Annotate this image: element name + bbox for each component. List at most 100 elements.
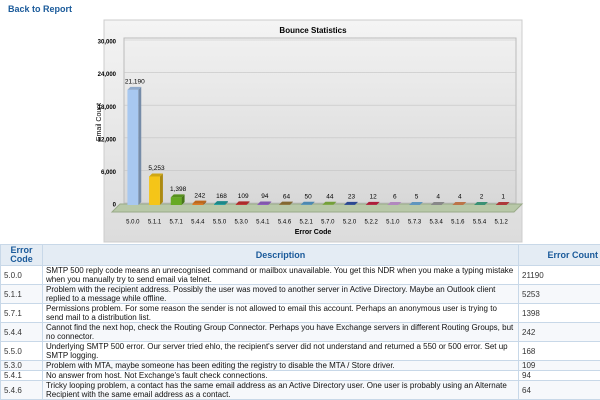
bar-side [224, 201, 228, 205]
column-header: Error Code [0, 244, 43, 266]
table-row: 5.0.0 SMTP 500 reply code means an unreco… [0, 265, 600, 285]
bar-top [257, 201, 272, 205]
bar-top [474, 201, 488, 205]
bar-side [333, 201, 337, 205]
value-label: 12 [370, 194, 378, 201]
error-count: 1398 [518, 303, 600, 323]
error-count: 5253 [518, 284, 600, 304]
bar-top [214, 201, 228, 205]
x-tick-label: 5.4.4 [191, 220, 205, 226]
column-header: Description [42, 244, 519, 266]
x-tick-label: 5.7.1 [169, 220, 183, 226]
error-code: 5.0.0 [0, 265, 43, 285]
value-label: 6 [393, 194, 397, 201]
bar-side [376, 201, 380, 205]
error-count: 64 [518, 380, 600, 400]
value-label: 4 [458, 194, 462, 201]
bar-side [484, 201, 488, 205]
bar-side [463, 201, 467, 205]
bar-side [398, 201, 402, 205]
bar [257, 204, 269, 205]
bar-top [430, 201, 445, 205]
error-count: 242 [518, 322, 600, 342]
bar-top [279, 201, 293, 205]
error-count: 21190 [518, 265, 600, 285]
bar-side [246, 201, 250, 205]
bar-side [203, 200, 207, 205]
bar-top [409, 201, 423, 205]
x-tick-label: 5.3.4 [429, 220, 443, 226]
bar-top [235, 201, 250, 205]
back-link[interactable]: Back to Report [8, 4, 73, 14]
description: Underlying SMTP 500 error. Our server tr… [42, 341, 519, 361]
back-wall [123, 37, 517, 204]
table-row: 5.4.4 Cannot find the next hop, check the… [0, 322, 600, 342]
x-tick-label: 5.5.4 [473, 220, 487, 226]
bar-top [365, 201, 380, 205]
y-tick-label: 6,000 [101, 170, 117, 176]
error-count: 94 [518, 370, 600, 381]
value-label: 23 [348, 194, 356, 201]
chart-title: Bounce Statistics [279, 26, 347, 35]
y-tick-label: 24,000 [98, 72, 117, 78]
error-code: 5.5.0 [0, 341, 43, 361]
column-header: Error Count [518, 244, 600, 266]
value-label: 2 [480, 194, 484, 201]
error-code: 5.3.0 [0, 360, 43, 371]
error-count: 109 [518, 360, 600, 371]
bar-top [452, 201, 467, 205]
x-tick-label: 5.4.6 [278, 220, 292, 226]
value-label: 5 [415, 194, 419, 201]
value-label: 44 [326, 193, 334, 200]
description: No answer from host. Not Exchange's faul… [42, 370, 519, 381]
x-tick-label: 5.1.2 [494, 220, 508, 226]
bar-side [354, 201, 358, 205]
bar-side [138, 86, 142, 205]
y-tick-label: 0 [113, 203, 117, 209]
error-code: 5.1.1 [0, 284, 43, 304]
x-tick-label: 5.4.1 [256, 220, 270, 226]
error-code: 5.7.1 [0, 303, 43, 323]
bar-side [159, 173, 163, 205]
bar [127, 89, 139, 205]
value-label: 109 [238, 193, 249, 200]
bar [149, 176, 160, 205]
table-row: 5.4.1 No answer from host. Not Exchange's… [0, 370, 600, 381]
x-axis-label: Error Code [295, 229, 332, 236]
value-label: 4 [436, 194, 440, 201]
bar-top [344, 201, 358, 205]
floor [110, 203, 524, 213]
value-label: 5,253 [148, 165, 165, 172]
value-label: 94 [261, 193, 269, 200]
bar-side [506, 201, 510, 205]
table-row: 5.4.6 Tricky looping problem, a contact h… [0, 380, 600, 400]
description: SMTP 500 reply code means an unrecognise… [42, 265, 519, 285]
error-code: 5.4.4 [0, 322, 43, 342]
bar-top [300, 201, 315, 205]
error-code: 5.4.1 [0, 370, 43, 381]
x-tick-label: 5.2.2 [364, 220, 378, 226]
y-tick-label: 18,000 [98, 105, 117, 111]
bar [235, 204, 247, 205]
bar-top [127, 86, 142, 90]
x-tick-label: 5.1.1 [148, 220, 162, 226]
value-label: 1,398 [170, 186, 187, 193]
x-tick-label: 5.7.0 [321, 220, 335, 226]
description: Problem with the recipient address. Poss… [42, 284, 519, 304]
description: Problem with MTA, maybe someone has been… [42, 360, 519, 371]
bar [192, 203, 204, 205]
table-row: 5.5.0 Underlying SMTP 500 error. Our serv… [0, 341, 600, 361]
x-tick-label: 5.2.1 [299, 220, 313, 226]
x-tick-label: 5.1.6 [451, 220, 465, 226]
x-tick-label: 5.1.0 [386, 220, 400, 226]
table-row: 5.3.0 Problem with MTA, maybe someone has… [0, 360, 600, 371]
chart: Bounce Statistics Email Count Error Code… [96, 19, 524, 243]
table-row: 5.1.1 Problem with the recipient address.… [0, 284, 600, 304]
bar-top [170, 194, 185, 198]
x-tick-label: 5.3.0 [234, 220, 248, 226]
bar-top [322, 201, 337, 205]
bar-side [181, 194, 185, 205]
value-label: 1 [501, 194, 505, 201]
bar-top [387, 201, 402, 205]
